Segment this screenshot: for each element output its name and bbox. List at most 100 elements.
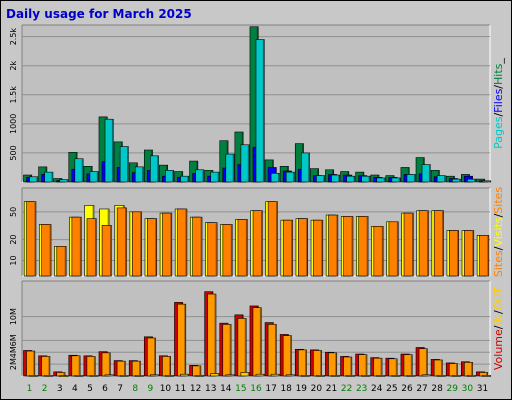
out-bar	[165, 375, 175, 377]
volume-series-label: Volume/IN/OUT	[492, 287, 505, 371]
out-bar	[451, 375, 461, 377]
pages-bar	[406, 174, 416, 183]
day-label: 2	[42, 384, 48, 394]
sites-bar	[403, 212, 414, 277]
out-bar	[74, 375, 84, 377]
pages-bar-shade	[338, 175, 340, 182]
pages-bar-shade	[127, 147, 129, 182]
pages-bar	[436, 175, 446, 183]
pages-bar	[391, 177, 401, 183]
day-label: 10	[160, 384, 172, 394]
sites-bar	[56, 246, 67, 277]
sites-bar	[237, 219, 248, 277]
in-bar-shade	[380, 358, 382, 376]
sites-bar-shade	[185, 209, 187, 276]
series-label-part: Volume	[492, 329, 505, 370]
out-bar	[285, 374, 295, 377]
pages-bar	[165, 170, 175, 183]
pages-bar-shade	[187, 176, 189, 182]
hits-files-pages-tick-label: 2.5k	[9, 28, 18, 46]
day-label: 16	[250, 384, 262, 394]
pages-bar	[195, 169, 205, 183]
sites-bar	[358, 216, 369, 277]
pages-bar-shade	[474, 179, 476, 182]
sites-bar-shade	[306, 219, 308, 276]
day-label: 19	[296, 384, 308, 394]
out-bar	[195, 375, 205, 377]
pages-bar-shade	[51, 172, 53, 182]
day-label: 8	[132, 384, 138, 394]
sites-bar-shade	[487, 235, 489, 276]
pages-bar-shade	[444, 176, 446, 182]
pages-bar-shade	[96, 172, 99, 182]
day-label: 15	[235, 384, 246, 394]
sites-bar	[298, 218, 309, 277]
sites-bar-shade	[230, 224, 233, 276]
pages-bar	[59, 179, 69, 183]
pages-bar-shade	[368, 176, 370, 182]
series-label-part: _	[492, 58, 505, 65]
series-label-part: /	[492, 213, 505, 217]
out-bar	[104, 374, 114, 377]
pages-bar	[240, 144, 250, 183]
day-label: 30	[462, 384, 474, 394]
out-bar	[346, 375, 356, 377]
out-bar	[331, 375, 341, 377]
pages-bar	[119, 146, 129, 183]
pages-bar-shade	[247, 145, 249, 182]
sites-visits-tick-label: 50	[9, 207, 18, 217]
in-bar-shade	[425, 349, 428, 376]
hits-files-pages-tick-label: 500	[9, 145, 18, 160]
out-bar	[89, 375, 99, 377]
in-bar-shade	[259, 308, 262, 376]
day-label: 27	[416, 384, 427, 394]
in-bar-shade	[350, 357, 352, 376]
in-bar-shade	[395, 359, 397, 376]
sites-bar-shade	[170, 213, 172, 276]
day-label: 26	[401, 384, 413, 394]
hits-files-pages-series-label: Pages/Files/Hits_	[492, 58, 505, 149]
out-bar	[391, 375, 401, 377]
in-bar-shade	[63, 372, 65, 376]
pages-bar	[482, 180, 492, 183]
pages-bar-shade	[157, 156, 159, 182]
sites-bar-shade	[442, 211, 444, 276]
pages-bar-shade	[413, 174, 416, 182]
day-label: 24	[371, 384, 383, 394]
day-label: 28	[431, 384, 443, 394]
pages-bar-shade	[202, 170, 204, 182]
volume-tick-label: 6M	[9, 334, 18, 346]
pages-bar-shade	[277, 173, 280, 182]
pages-bar	[225, 153, 235, 183]
in-bar-shade	[305, 350, 307, 376]
in-bar-shade	[199, 366, 201, 376]
sites-bar	[373, 226, 384, 277]
out-bar	[29, 375, 39, 377]
series-label-part: /	[492, 325, 505, 329]
series-label-part: Visits	[492, 217, 505, 246]
pages-bar	[255, 39, 265, 183]
hits-files-pages-tick-label: 1000	[9, 114, 18, 134]
pages-bar-shade	[262, 40, 265, 182]
day-label: 22	[341, 384, 352, 394]
day-label: 18	[280, 384, 292, 394]
sites-bar-shade	[261, 211, 263, 276]
pages-bar-shade	[293, 172, 295, 182]
series-label-part: Pages	[492, 116, 505, 149]
out-bar	[406, 375, 416, 377]
in-bar-shade	[441, 360, 443, 376]
day-label: 6	[102, 384, 108, 394]
out-bar	[467, 375, 476, 377]
day-label: 11	[175, 384, 186, 394]
out-bar-shade	[217, 374, 219, 376]
day-label: 31	[477, 384, 488, 394]
in-bar-shade	[169, 356, 171, 376]
pages-bar-shade	[308, 153, 310, 182]
pages-bar	[29, 176, 39, 183]
sites-bar	[464, 230, 475, 277]
out-bar	[210, 373, 220, 377]
sites-bar-shade	[125, 208, 127, 276]
out-bar	[300, 375, 310, 377]
sites-bar	[252, 210, 263, 277]
